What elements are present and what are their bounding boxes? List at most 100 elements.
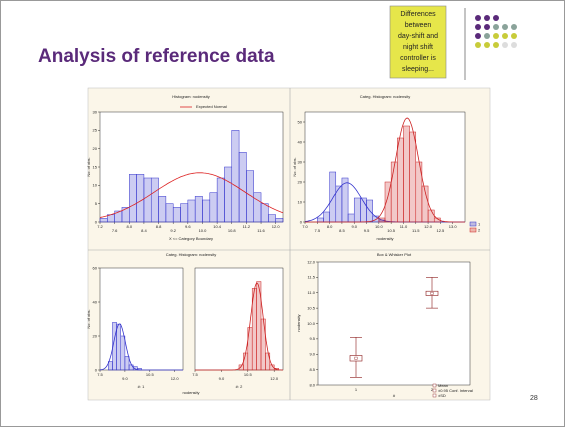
bar — [353, 197, 361, 223]
y-tick-label: 0 — [95, 367, 98, 372]
x-tick-label: 2 — [431, 387, 434, 392]
bar — [329, 171, 337, 223]
plot-area — [99, 267, 184, 371]
heading: Categ. Histogram: nodensity — [166, 252, 216, 257]
mean — [354, 356, 358, 360]
bar — [243, 352, 249, 371]
bar — [253, 192, 262, 223]
normal-curve — [305, 117, 465, 223]
x-tick-label: 8.4 — [141, 228, 147, 233]
bar — [143, 177, 152, 223]
callout-line: sleeping... — [402, 66, 434, 73]
legend-label: ±SD — [438, 393, 446, 398]
plot-area — [99, 111, 284, 223]
x-label: X <= Category Boundary — [169, 236, 213, 241]
y-tick-label: 0 — [300, 219, 303, 224]
legend-swatch — [432, 388, 437, 393]
panel-label: #: 1 — [138, 384, 145, 389]
y-label: No. of obs. — [292, 157, 297, 176]
y-tick-label: 10 — [93, 183, 98, 188]
x-tick-label: 8.8 — [156, 224, 162, 229]
bar — [275, 218, 284, 223]
x-tick-label: 11.2 — [243, 224, 251, 229]
x-tick-label: 9.0 — [219, 376, 225, 381]
y-tick-label: 25 — [93, 128, 98, 133]
x-tick-label: 8.0 — [327, 224, 333, 229]
bar — [323, 211, 330, 223]
bar — [265, 352, 271, 371]
plots: 0510152025307.27.68.08.48.89.29.610.010.… — [86, 94, 481, 398]
legend-label: 2 — [478, 228, 481, 233]
y-tick-label: 40 — [93, 299, 98, 304]
x-tick-label: 12.0 — [270, 376, 279, 381]
bar — [172, 207, 181, 223]
x-tick-label: 10.8 — [228, 228, 237, 233]
bar — [180, 203, 189, 223]
bar — [260, 203, 269, 223]
bar — [421, 185, 429, 223]
heading: Box & Whisker Plot — [377, 252, 412, 257]
x-tick-label: 7.5 — [97, 372, 103, 377]
y-label: No. of obs. — [86, 309, 91, 328]
y-tick-label: 0 — [95, 219, 98, 224]
bar — [260, 318, 266, 371]
y-tick-label: 5 — [95, 201, 98, 206]
callout-line: day-shift and — [398, 33, 438, 40]
bar — [120, 335, 126, 371]
y-tick-label: 8.0 — [309, 382, 315, 387]
x-tick-label: 9.0 — [351, 224, 357, 229]
x-tick-label: 10.0 — [199, 228, 208, 233]
y-tick-label: 9.0 — [309, 352, 315, 357]
x-tick-label: 10.5 — [387, 228, 396, 233]
x-tick-label: 9.2 — [170, 228, 176, 233]
y-tick-label: 50 — [298, 119, 303, 124]
y-tick-label: 20 — [298, 179, 303, 184]
y-tick-label: 8.5 — [309, 367, 315, 372]
bar — [150, 177, 159, 223]
x-tick-label: 10.0 — [375, 224, 384, 229]
x-tick-label: 7.6 — [112, 228, 118, 233]
bar — [238, 152, 247, 223]
legend-label: ±0.95 Conf. Interval — [438, 388, 473, 393]
legend-label: Mean — [438, 383, 448, 388]
bar — [202, 199, 211, 223]
x-tick-label: 12.0 — [424, 224, 433, 229]
y-tick-label: 9.5 — [309, 336, 315, 341]
bar — [121, 207, 130, 223]
x-tick-label: 9.0 — [122, 376, 128, 381]
heading: Histogram: nodensity — [172, 94, 210, 99]
y-label: nodensity — [296, 314, 301, 331]
x-label: nodensity — [182, 390, 199, 395]
x-tick-label: 7.5 — [192, 372, 198, 377]
y-tick-label: 40 — [298, 139, 303, 144]
bar — [124, 356, 130, 371]
bar — [165, 203, 174, 223]
x-tick-label: 10.5 — [146, 372, 155, 377]
dot-grid — [475, 15, 517, 48]
x-label: # — [393, 393, 396, 398]
bar — [409, 131, 417, 223]
bar — [246, 170, 254, 223]
callout-box — [389, 5, 447, 79]
bar — [390, 161, 398, 223]
x-tick-label: 11.0 — [400, 224, 408, 229]
x-tick-label: 1 — [355, 387, 358, 392]
y-tick-label: 10.5 — [307, 305, 316, 310]
normal-curve — [99, 172, 284, 218]
x-tick-label: 7.2 — [97, 224, 103, 229]
bar — [136, 174, 145, 223]
y-tick-label: 11.0 — [308, 290, 316, 295]
legend-swatch — [469, 227, 477, 233]
heading: Categ. Histogram: nodensity — [360, 94, 410, 99]
bar — [209, 192, 218, 223]
x-tick-label: 13.0 — [449, 224, 458, 229]
bar — [129, 174, 137, 223]
bar — [403, 125, 410, 223]
title: Analysis of reference data — [38, 46, 275, 67]
y-tick-label: 10 — [298, 199, 303, 204]
x-tick-label: 11.5 — [412, 228, 420, 233]
bar — [99, 218, 108, 223]
callout-line: controller is — [400, 55, 436, 62]
callout-line: between — [405, 22, 432, 29]
